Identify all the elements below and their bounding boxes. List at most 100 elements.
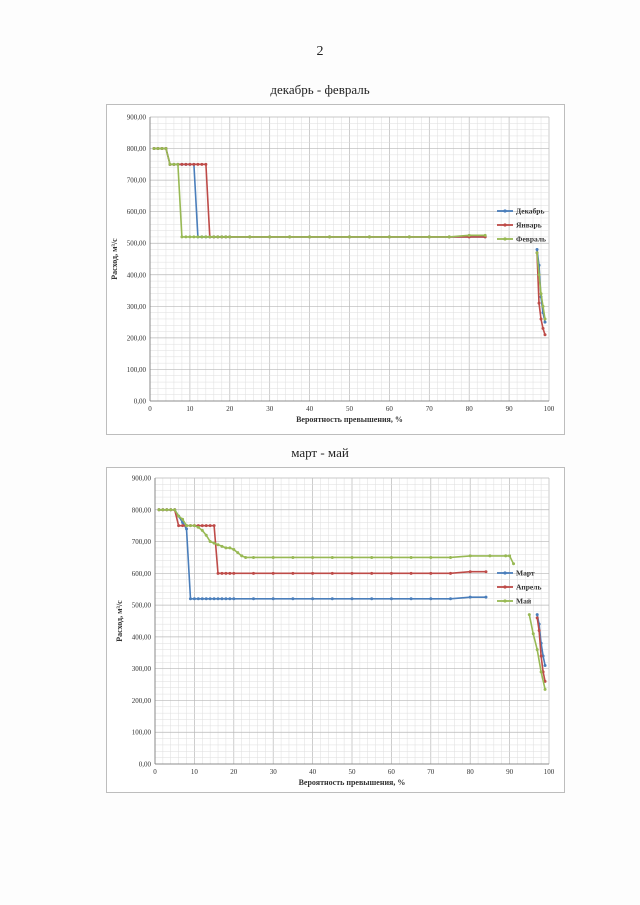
data-point: [291, 571, 295, 575]
chart-frame: 0 10 20 30 40 50 60 70 80 90 100 0,00 100,00 200,00 30…: [106, 104, 565, 435]
x-tick-label: 100: [544, 405, 555, 413]
x-tick-label: 20: [226, 405, 234, 413]
data-point: [208, 524, 212, 528]
data-point: [228, 546, 232, 550]
legend-marker: [503, 571, 507, 575]
data-point: [200, 524, 204, 528]
y-tick-label: 0,00: [139, 761, 152, 769]
y-tick-label: 500,00: [127, 240, 147, 248]
y-axis-label: Расход, м³/с: [115, 600, 124, 642]
data-point: [311, 571, 315, 575]
legend-label: Май: [516, 597, 532, 606]
data-point: [537, 301, 541, 305]
y-tick-label: 800,00: [127, 145, 147, 153]
data-point: [543, 663, 547, 667]
data-point: [535, 251, 539, 255]
data-point: [389, 571, 393, 575]
data-point: [220, 235, 224, 239]
data-point: [188, 597, 192, 601]
data-point: [543, 687, 547, 691]
data-point: [543, 333, 547, 337]
y-tick-label: 100,00: [127, 366, 147, 374]
x-tick-label: 40: [309, 768, 317, 776]
data-point: [204, 597, 208, 601]
data-point: [196, 525, 200, 529]
legend-marker: [503, 585, 507, 589]
x-tick-label: 30: [270, 768, 278, 776]
x-axis-label: Вероятность превышения, %: [299, 778, 406, 787]
x-tick-label: 60: [388, 768, 396, 776]
data-point: [169, 508, 173, 512]
data-point: [196, 597, 200, 601]
data-point: [216, 235, 220, 239]
x-tick-label: 90: [506, 768, 513, 776]
chart-title: декабрь - февраль: [270, 82, 370, 97]
y-tick-label: 800,00: [132, 506, 152, 514]
data-point: [173, 508, 177, 512]
y-tick-label: 700,00: [132, 538, 152, 546]
y-tick-label: 0,00: [134, 398, 147, 406]
data-point: [539, 654, 543, 658]
x-tick-label: 70: [426, 405, 434, 413]
legend-label: Апрель: [516, 583, 541, 592]
data-point: [196, 235, 200, 239]
data-point: [236, 551, 240, 555]
x-tick-label: 60: [386, 405, 394, 413]
x-tick-label: 0: [153, 768, 157, 776]
x-tick-label: 80: [466, 405, 474, 413]
data-point: [512, 562, 516, 566]
y-tick-label: 500,00: [132, 602, 152, 610]
data-point: [240, 554, 244, 558]
data-point: [188, 524, 192, 528]
data-point: [543, 320, 547, 324]
data-point: [504, 554, 508, 558]
data-point: [508, 554, 512, 558]
data-point: [291, 597, 295, 601]
data-point: [330, 597, 334, 601]
data-point: [192, 162, 196, 166]
data-point: [176, 162, 180, 166]
data-point: [161, 508, 165, 512]
y-tick-label: 900,00: [127, 114, 147, 122]
data-point: [200, 528, 204, 532]
data-point: [350, 555, 354, 559]
y-tick-label: 400,00: [132, 633, 152, 641]
data-point: [208, 235, 212, 239]
data-point: [228, 597, 232, 601]
data-point: [216, 543, 220, 547]
legend-label: Март: [516, 569, 535, 578]
data-point: [252, 555, 255, 559]
y-tick-label: 300,00: [132, 665, 152, 673]
data-point: [192, 524, 196, 528]
data-point: [271, 597, 275, 601]
data-point: [370, 597, 374, 601]
data-point: [449, 571, 452, 575]
data-point: [220, 544, 224, 548]
data-point: [248, 235, 252, 239]
data-point: [407, 235, 411, 239]
data-point: [160, 147, 164, 151]
data-point: [535, 613, 539, 617]
data-point: [429, 571, 433, 575]
grid: [149, 116, 550, 402]
data-point: [539, 292, 543, 296]
data-point: [188, 235, 192, 239]
line-chart: 0 10 20 30 40 50 60 70 80 90 100 0,00 100,00 200,00 30…: [110, 114, 555, 425]
x-tick-label: 50: [346, 405, 354, 413]
data-point: [177, 514, 181, 518]
data-point: [370, 571, 374, 575]
data-point: [468, 554, 472, 558]
legend-marker: [503, 599, 507, 603]
data-point: [311, 555, 315, 559]
data-point: [531, 632, 535, 636]
page-number: 2: [316, 44, 324, 59]
y-axis-label: Расход, м³/с: [110, 238, 119, 280]
data-point: [185, 524, 189, 528]
legend: Март Апрель Май: [497, 569, 541, 606]
data-point: [180, 162, 184, 166]
data-point: [184, 235, 188, 239]
data-point: [409, 597, 413, 601]
x-tick-label: 90: [506, 405, 513, 413]
data-point: [311, 597, 315, 601]
data-point: [483, 233, 487, 237]
